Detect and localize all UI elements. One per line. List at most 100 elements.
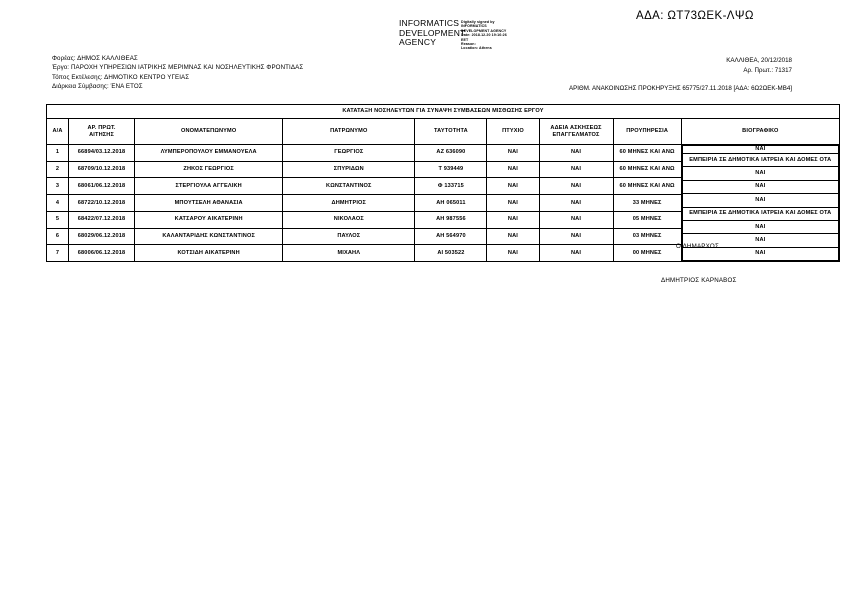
header-father: ΠΑΤΡΩΝΥΜΟ <box>282 118 416 145</box>
cell-id: ΑΗ 987556 <box>414 210 488 229</box>
cell-experience: 60 ΜΗΝΕΣ ΚΑΙ ΑΝΩ <box>612 144 682 162</box>
cell-id: ΑΗ 564970 <box>414 227 488 246</box>
digital-signature-stamp: INFORMATICS DEVELOPMENT AGENCY Digitally… <box>399 18 507 51</box>
cell-experience: 33 ΜΗΝΕΣ <box>612 194 682 212</box>
cell-degree: ΝΑΙ <box>486 177 540 196</box>
stamp-agency-title: INFORMATICS DEVELOPMENT AGENCY <box>399 18 466 48</box>
cell-degree: ΝΑΙ <box>486 244 540 263</box>
cell-aa: 4 <box>45 194 70 212</box>
cv-row: ΝΑΙ <box>681 193 840 208</box>
cell-name: ΜΠΟΥΤΣΕΛΗ ΑΘΑΝΑΣΙΑ <box>134 194 284 212</box>
stamp-line-2: DEVELOPMENT AGENCY <box>461 28 507 33</box>
cell-cv: ΕΜΠΕΙΡΙΑ ΣΕ ΔΗΜΟΤΙΚΑ ΙΑΤΡΕΙΑ ΚΑΙ ΔΟΜΕΣ Ο… <box>681 152 840 168</box>
cell-protocol: 68006/06.12.2018 <box>68 244 136 263</box>
table-title: ΚΑΤΑΤΑΞΗ ΝΟΣΗΛΕΥΤΩΝ ΓΙΑ ΣΥΝΑΨΗ ΣΥΜΒΑΣΕΩΝ… <box>46 104 840 119</box>
header-aa: Α/Α <box>45 118 70 145</box>
cell-id: Φ 133715 <box>414 177 488 196</box>
table-row: 4 68722/10.12.2018 ΜΠΟΥΤΣΕΛΗ ΑΘΑΝΑΣΙΑ ΔΗ… <box>45 194 840 212</box>
stamp-signature-details: Digitally signed by INFORMATICS DEVELOPM… <box>461 19 507 51</box>
cell-id: ΑΗ 065011 <box>414 194 488 212</box>
cell-experience: 03 ΜΗΝΕΣ <box>612 227 682 246</box>
cell-name: ΚΑΤΣΑΡΟΥ ΑΙΚΑΤΕΡΙΝΗ <box>134 210 284 229</box>
cell-id: Τ 939449 <box>414 160 488 179</box>
stamp-line-3: Date: 2018.12.20 19:16:26 <box>461 33 507 38</box>
cell-father: ΓΕΩΡΓΙΟΣ <box>282 144 416 162</box>
meta-location: Τόπος Εκτέλεσης: ΔΗΜΟΤΙΚΟ ΚΕΝΤΡΟ ΥΓΕΙΑΣ <box>52 73 190 81</box>
cell-father: ΠΑΥΛΟΣ <box>282 227 416 246</box>
table-head: ΚΑΤΑΤΑΞΗ ΝΟΣΗΛΕΥΤΩΝ ΓΙΑ ΣΥΝΑΨΗ ΣΥΜΒΑΣΕΩΝ… <box>45 104 841 145</box>
ranking-table-wrapper: ΚΑΤΑΤΑΞΗ ΝΟΣΗΛΕΥΤΩΝ ΓΙΑ ΣΥΝΑΨΗ ΣΥΜΒΑΣΕΩΝ… <box>45 104 841 263</box>
cell-father: ΜΙΧΑΗΛ <box>282 244 416 263</box>
document-meta-left: Φορέας: ΔΗΜΟΣ ΚΑΛΛΙΘΕΑΣ Έργο: ΠΑΡΟΧΗ ΥΠΗ… <box>52 54 303 92</box>
cell-cv: ΝΑΙ <box>681 193 840 208</box>
meta-protocol-number: Αρ. Πρωτ.: 71317 <box>743 66 792 74</box>
stamp-line-5: Reason: <box>461 42 476 47</box>
cell-name: ΛΥΜΠΕΡΟΠΟΥΛΟΥ ΕΜΜΑΝΟΥΕΛΑ <box>134 144 284 162</box>
header-degree: ΠΤΥΧΙΟ <box>486 118 540 145</box>
cell-degree: ΝΑΙ <box>486 160 540 179</box>
cell-cv: ΝΑΙ <box>681 179 840 195</box>
cell-protocol: 68422/07.12.2018 <box>68 210 136 229</box>
cv-subtable: ΝΑΙ ΕΜΠΕΙΡΙΑ ΣΕ ΔΗΜΟΤΙΚΑ ΙΑΤΡΕΙΑ ΚΑΙ ΔΟΜ… <box>681 145 840 262</box>
cell-degree: ΝΑΙ <box>486 210 540 229</box>
table-header-row: Α/Α ΑΡ. ΠΡΩΤ. ΑΙΤΗΣΗΣ ΟΝΟΜΑΤΕΠΩΝΥΜΟ ΠΑΤΡ… <box>45 118 841 145</box>
ranking-table: ΚΑΤΑΤΑΞΗ ΝΟΣΗΛΕΥΤΩΝ ΓΙΑ ΣΥΝΑΨΗ ΣΥΜΒΑΣΕΩΝ… <box>45 104 841 263</box>
cell-cv: ΝΑΙ <box>681 166 840 181</box>
cell-father: ΚΩΝΣΤΑΝΤΙΝΟΣ <box>282 177 416 196</box>
cv-row: ΝΑΙ <box>681 246 840 262</box>
table-row: 7 68006/06.12.2018 ΚΟΤΣΙΔΗ ΑΙΚΑΤΕΡΙΝΗ ΜΙ… <box>45 244 840 263</box>
cell-father: ΣΠΥΡΙΔΩΝ <box>282 160 416 179</box>
header-cv: ΒΙΟΓΡΑΦΙΚΟ <box>680 118 841 145</box>
cell-father: ΔΗΜΗΤΡΙΟΣ <box>282 194 416 212</box>
document-meta-right: ΚΑΛΛΙΘΕΑ, 20/12/2018 Αρ. Πρωτ.: 71317 <box>726 56 792 75</box>
cell-id: ΑΙ 503522 <box>414 244 488 263</box>
cv-column-host: ΝΑΙ ΕΜΠΕΙΡΙΑ ΣΕ ΔΗΜΟΤΙΚΑ ΙΑΤΡΕΙΑ ΚΑΙ ΔΟΜ… <box>680 143 841 263</box>
cell-protocol: 68709/10.12.2018 <box>68 160 136 179</box>
cv-row: ΝΑΙ <box>681 219 840 235</box>
cell-name: ΚΑΛΑΝΤΑΡΙΔΗΣ ΚΩΝΣΤΑΝΤΙΝΟΣ <box>134 227 284 246</box>
cell-aa: 7 <box>45 244 70 263</box>
cell-license: ΝΑΙ <box>538 177 614 196</box>
cell-experience: 00 ΜΗΝΕΣ <box>612 244 682 263</box>
header-license-line1: ΑΔΕΙΑ ΑΣΚΗΣΕΩΣ <box>550 124 602 131</box>
cell-license: ΝΑΙ <box>538 160 614 179</box>
cell-license: ΝΑΙ <box>538 210 614 229</box>
header-experience: ΠΡΟΥΠΗΡΕΣΙΑ <box>612 118 682 145</box>
cell-license: ΝΑΙ <box>538 144 614 162</box>
cv-row: ΝΑΙ <box>681 145 840 154</box>
cell-protocol: 68029/06.12.2018 <box>68 227 136 246</box>
cell-name: ΖΗΚΟΣ ΓΕΩΡΓΙΟΣ <box>134 160 284 179</box>
signature-title: Ο ΔΗΜΑΡΧΟΣ <box>676 243 719 250</box>
table-row: 5 68422/07.12.2018 ΚΑΤΣΑΡΟΥ ΑΙΚΑΤΕΡΙΝΗ Ν… <box>45 210 840 229</box>
header-license: ΑΔΕΙΑ ΑΣΚΗΣΕΩΣ ΕΠΑΓΓΕΛΜΑΤΟΣ <box>538 118 614 145</box>
meta-project: Έργο: ΠΑΡΟΧΗ ΥΠΗΡΕΣΙΩΝ ΙΑΤΡΙΚΗΣ ΜΕΡΙΜΝΑΣ… <box>52 64 304 72</box>
ada-code: ΑΔΑ: ΩΤ73ΩΕΚ-ΛΨΩ <box>636 10 754 22</box>
meta-duration: Διάρκεια Σύμβασης: ΈΝΑ ΕΤΟΣ <box>52 83 143 91</box>
table-row: 3 68061/06.12.2018 ΣΤΕΡΓΙΟΥΛΑ ΑΓΓΕΛΙΚΗ Κ… <box>45 177 840 196</box>
table-title-row: ΚΑΤΑΤΑΞΗ ΝΟΣΗΛΕΥΤΩΝ ΓΙΑ ΣΥΝΑΨΗ ΣΥΜΒΑΣΕΩΝ… <box>46 104 840 119</box>
cell-cv: ΝΑΙ <box>681 145 840 154</box>
stamp-line-4: EET <box>461 37 469 42</box>
announcement-reference: ΑΡΙΘΜ. ΑΝΑΚΟΙΝΩΣΗΣ ΠΡΟΚΗΡΥΞΗΣ 65775/27.1… <box>568 85 792 92</box>
cell-name: ΚΟΤΣΙΔΗ ΑΙΚΑΤΕΡΙΝΗ <box>134 244 284 263</box>
cell-degree: ΝΑΙ <box>486 144 540 162</box>
cell-license: ΝΑΙ <box>538 227 614 246</box>
cell-aa: 2 <box>45 160 70 179</box>
cell-experience: 05 ΜΗΝΕΣ <box>612 210 682 229</box>
cell-experience: 60 ΜΗΝΕΣ ΚΑΙ ΑΝΩ <box>612 160 682 179</box>
cell-cv: ΝΑΙ <box>681 246 840 262</box>
stamp-line-1: INFORMATICS <box>461 24 487 29</box>
stamp-line-0: Digitally signed by <box>461 20 495 24</box>
meta-entity: Φορέας: ΔΗΜΟΣ ΚΑΛΛΙΘΕΑΣ <box>52 55 138 62</box>
cv-row: ΕΜΠΕΙΡΙΑ ΣΕ ΔΗΜΟΤΙΚΑ ΙΑΤΡΕΙΑ ΚΑΙ ΔΟΜΕΣ Ο… <box>681 152 840 168</box>
cv-row: ΕΜΠΕΙΡΙΑ ΣΕ ΔΗΜΟΤΙΚΑ ΙΑΤΡΕΙΑ ΚΑΙ ΔΟΜΕΣ Ο… <box>681 206 840 221</box>
cell-license: ΝΑΙ <box>538 244 614 263</box>
table-row: 6 68029/06.12.2018 ΚΑΛΑΝΤΑΡΙΔΗΣ ΚΩΝΣΤΑΝΤ… <box>45 227 840 246</box>
table-row: 1 66894/03.12.2018 ΛΥΜΠΕΡΟΠΟΥΛΟΥ ΕΜΜΑΝΟΥ… <box>45 143 841 263</box>
cell-degree: ΝΑΙ <box>486 194 540 212</box>
cell-experience: 60 ΜΗΝΕΣ ΚΑΙ ΑΝΩ <box>612 177 682 196</box>
cell-aa: 6 <box>45 227 70 246</box>
cell-protocol: 68061/06.12.2018 <box>68 177 136 196</box>
header-id: ΤΑΥΤΟΤΗΤΑ <box>414 118 488 145</box>
